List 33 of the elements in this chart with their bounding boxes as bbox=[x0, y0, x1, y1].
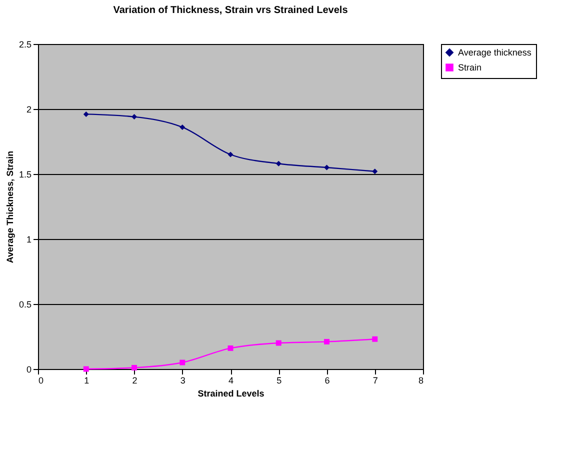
x-tick-label: 1 bbox=[84, 376, 90, 386]
x-tick-label: 3 bbox=[180, 376, 186, 386]
x-tick-label: 2 bbox=[132, 376, 138, 386]
y-tick-label: 0.5 bbox=[18, 300, 32, 310]
point bbox=[276, 340, 282, 346]
point bbox=[276, 160, 282, 166]
x-tick-label: 4 bbox=[228, 376, 234, 386]
x-tick-label: 6 bbox=[324, 376, 330, 386]
point bbox=[83, 366, 89, 372]
x-axis-title: Strained Levels bbox=[198, 388, 264, 398]
legend-label: Average thickness bbox=[458, 48, 532, 58]
point bbox=[372, 336, 378, 342]
x-tick-label: 8 bbox=[418, 376, 424, 386]
y-tick-label: 0 bbox=[26, 364, 32, 374]
point bbox=[180, 360, 186, 366]
x-tick-label: 0 bbox=[38, 376, 44, 386]
point bbox=[372, 168, 378, 174]
point bbox=[132, 364, 137, 370]
y-axis-title: Average Thickness, Strain bbox=[4, 150, 15, 264]
x-tick-label: 5 bbox=[276, 376, 282, 386]
point bbox=[228, 345, 234, 351]
chart-title: Variation of Thickness, Strain vrs Strained Levels bbox=[113, 5, 348, 16]
legend-label: Strain bbox=[458, 62, 482, 72]
y-tick-label: 1.5 bbox=[18, 170, 32, 180]
point bbox=[180, 124, 186, 130]
point bbox=[132, 114, 137, 120]
y-tick-label: 2.5 bbox=[18, 40, 32, 50]
y-tick-label: 2 bbox=[26, 104, 32, 114]
point bbox=[83, 111, 89, 117]
point bbox=[228, 152, 234, 158]
y-tick-label: 1 bbox=[26, 234, 32, 244]
x-tick-label: 7 bbox=[372, 376, 378, 386]
point bbox=[324, 338, 330, 344]
